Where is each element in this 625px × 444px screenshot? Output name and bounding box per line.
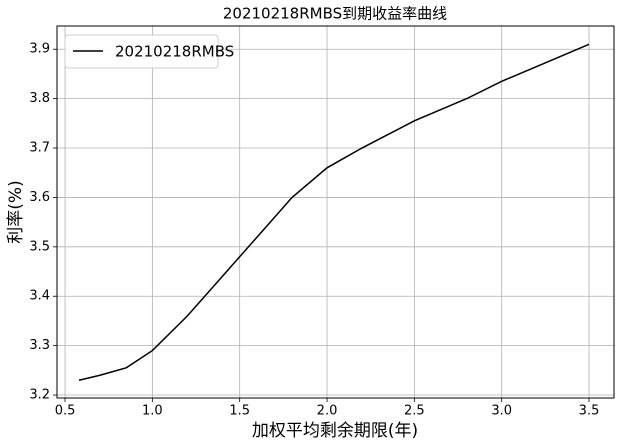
- legend: 20210218RMBS: [64, 34, 234, 69]
- legend-box: [64, 34, 219, 69]
- legend-label: 20210218RMBS: [115, 43, 234, 61]
- data-line: [78, 43, 590, 381]
- y-tick-label: 3.9: [29, 42, 50, 57]
- x-tick-label: 2.5: [404, 404, 425, 419]
- y-tick-label: 3.5: [29, 239, 50, 254]
- y-axis-label: 利率(%): [6, 180, 26, 243]
- x-tick-label: 0.5: [55, 404, 76, 419]
- x-axis-label: 加权平均剩余期限(年): [252, 421, 418, 441]
- y-tick-label: 3.3: [29, 338, 50, 353]
- y-tick-label: 3.7: [29, 141, 50, 156]
- y-tick-label: 3.2: [29, 388, 50, 403]
- y-tick-label: 3.6: [29, 190, 50, 205]
- x-tick-label: 1.0: [142, 404, 163, 419]
- chart-title: 20210218RMBS到期收益率曲线: [223, 5, 447, 23]
- plot-frame: [56, 25, 615, 399]
- y-tick-label: 3.4: [29, 289, 50, 304]
- x-tick-label: 3.5: [579, 404, 600, 419]
- grid: 0.5 1.0 1.5 2.0 2.5 3.0 3.5 3.2 3.3 3.4 3.5 3.6 3.7 3…: [29, 26, 614, 419]
- y-tick-label: 3.8: [29, 91, 50, 106]
- x-tick-label: 2.0: [317, 404, 338, 419]
- x-tick-label: 1.5: [229, 404, 250, 419]
- x-tick-label: 3.0: [491, 404, 512, 419]
- marks: [78, 43, 590, 381]
